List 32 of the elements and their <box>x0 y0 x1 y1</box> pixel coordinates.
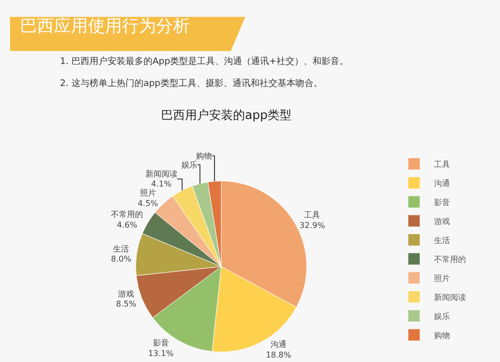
slice-label: 游戏 <box>118 289 134 298</box>
text: 2. 这与榜单上热门的app类型工具、摄影、通讯和社交基本吻合。 <box>60 78 322 89</box>
legend-label: 照片 <box>434 274 450 284</box>
data-label: 4.6% <box>116 220 138 230</box>
legend-label: 不常用的 <box>434 255 466 264</box>
slice-label: 照片 <box>140 188 156 198</box>
legend-label: 生活 <box>434 236 450 246</box>
slice-label: 购物 <box>196 151 212 160</box>
slice-label: 娱乐 <box>182 160 198 170</box>
chart-title: 巴西应用使用行为分析 <box>20 16 190 36</box>
data-label: 18.8% <box>266 350 292 360</box>
legend-label: 影音 <box>434 198 450 208</box>
data-label: 32.9% <box>300 220 326 230</box>
slice-label: 沟通 <box>270 340 287 350</box>
text: 1. 巴西用户安装最多的App类型是工具、沟通（通讯+社交）、和影音。 <box>60 56 349 67</box>
data-label: 4.1% <box>151 180 172 189</box>
legend-label: 工具 <box>434 160 450 170</box>
legend-label: 购物 <box>434 331 450 340</box>
slice-label: 影音 <box>152 338 169 348</box>
data-label: 4.5% <box>138 199 158 208</box>
legend-label: 新闻阅读 <box>434 293 466 302</box>
chart-subtitle: 巴西用户安装的app类型 <box>161 108 292 122</box>
legend-label: 沟通 <box>434 179 450 188</box>
legend-label: 娱乐 <box>434 312 450 322</box>
slice-label: 不常用的 <box>111 210 144 220</box>
data-label: 8.0% <box>111 254 132 264</box>
slice-label: 新闻阅读 <box>145 169 178 178</box>
data-label: 8.5% <box>116 300 137 309</box>
data-label: 13.1% <box>148 348 174 358</box>
slice-label: 工具 <box>304 210 320 220</box>
legend-label: 游戏 <box>434 217 450 226</box>
slice-label: 生活 <box>113 244 130 254</box>
